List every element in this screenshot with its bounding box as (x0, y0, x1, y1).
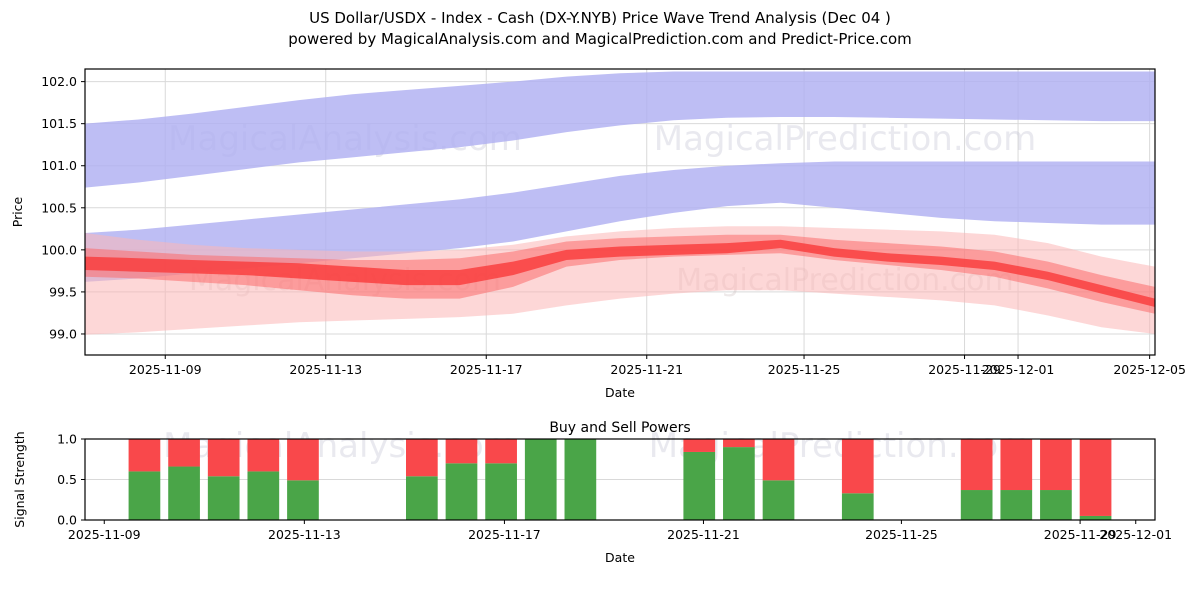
svg-text:102.0: 102.0 (41, 74, 77, 89)
svg-text:2025-11-21: 2025-11-21 (610, 362, 683, 377)
chart-title-line-1: US Dollar/USDX - Index - Cash (DX-Y.NYB)… (309, 9, 891, 27)
bar-sell-power (406, 439, 438, 477)
bar-sell-power (1040, 439, 1072, 491)
svg-text:2025-11-29: 2025-11-29 (1044, 527, 1117, 542)
bar-sell-power (287, 439, 319, 481)
bar-buy-power (683, 451, 716, 520)
bar-sell-power (168, 439, 200, 467)
bar-sell-power (128, 439, 161, 472)
bar-buy-power (485, 463, 517, 520)
svg-text:2025-12-01: 2025-12-01 (1099, 527, 1172, 542)
bar-buy-power (723, 447, 755, 520)
bar-buy-power (960, 490, 993, 520)
bar-sell-power (207, 439, 240, 477)
svg-text:0.0: 0.0 (57, 513, 77, 528)
svg-text:101.0: 101.0 (41, 158, 77, 173)
bar-buy-power (128, 471, 161, 520)
svg-text:2025-11-09: 2025-11-09 (68, 527, 141, 542)
bar-sell-power (723, 439, 755, 448)
svg-text:100.5: 100.5 (41, 200, 77, 215)
bar-sell-power (960, 439, 993, 491)
svg-text:2025-11-09: 2025-11-09 (129, 362, 202, 377)
svg-text:2025-11-25: 2025-11-25 (768, 362, 841, 377)
bar-buy-power (406, 476, 438, 520)
svg-text:Date: Date (605, 550, 635, 565)
chart-title-line-2: powered by MagicalAnalysis.com and Magic… (288, 30, 912, 48)
svg-text:101.5: 101.5 (41, 116, 77, 131)
svg-text:Price: Price (10, 196, 25, 227)
svg-text:2025-11-17: 2025-11-17 (468, 527, 541, 542)
bar-buy-power (1040, 490, 1072, 520)
bar-buy-power (1000, 490, 1033, 520)
bar-buy-power (564, 439, 597, 520)
svg-text:99.5: 99.5 (49, 284, 77, 299)
svg-text:2025-11-13: 2025-11-13 (268, 527, 341, 542)
bar-buy-power (207, 476, 240, 520)
svg-text:2025-11-25: 2025-11-25 (865, 527, 938, 542)
svg-text:2025-11-29: 2025-11-29 (928, 362, 1001, 377)
bar-sell-power (1079, 439, 1112, 516)
bar-buy-power (841, 493, 874, 520)
svg-text:2025-11-21: 2025-11-21 (667, 527, 740, 542)
bar-sell-power (485, 439, 517, 464)
bar-buy-power (445, 463, 478, 520)
svg-text:0.5: 0.5 (57, 472, 77, 487)
svg-text:2025-12-01: 2025-12-01 (982, 362, 1055, 377)
svg-text:2025-11-17: 2025-11-17 (450, 362, 523, 377)
svg-text:Buy and Sell Powers: Buy and Sell Powers (549, 420, 690, 436)
svg-text:99.0: 99.0 (49, 326, 77, 341)
bar-sell-power (683, 439, 716, 452)
bar-buy-power (247, 471, 280, 520)
bar-sell-power (445, 439, 478, 464)
bar-sell-power (1000, 439, 1033, 491)
svg-text:Signal Strength: Signal Strength (12, 431, 27, 527)
svg-text:1.0: 1.0 (57, 432, 77, 447)
chart-title-block: US Dollar/USDX - Index - Cash (DX-Y.NYB)… (0, 8, 1200, 50)
svg-text:MagicalPrediction.com: MagicalPrediction.com (654, 119, 1037, 159)
svg-text:100.0: 100.0 (41, 242, 77, 257)
price-wave-chart: MagicalAnalysis.comMagicalPrediction.com… (10, 68, 1186, 400)
bar-sell-power (247, 439, 280, 472)
svg-text:2025-11-13: 2025-11-13 (289, 362, 362, 377)
bar-buy-power (524, 439, 557, 520)
bar-buy-power (762, 480, 795, 520)
bar-buy-power (1079, 515, 1112, 520)
bar-buy-power (168, 466, 200, 520)
svg-text:Date: Date (605, 385, 635, 400)
bar-sell-power (762, 439, 795, 481)
svg-text:2025-12-05: 2025-12-05 (1113, 362, 1186, 377)
bar-sell-power (841, 439, 874, 494)
bar-buy-power (287, 480, 319, 520)
